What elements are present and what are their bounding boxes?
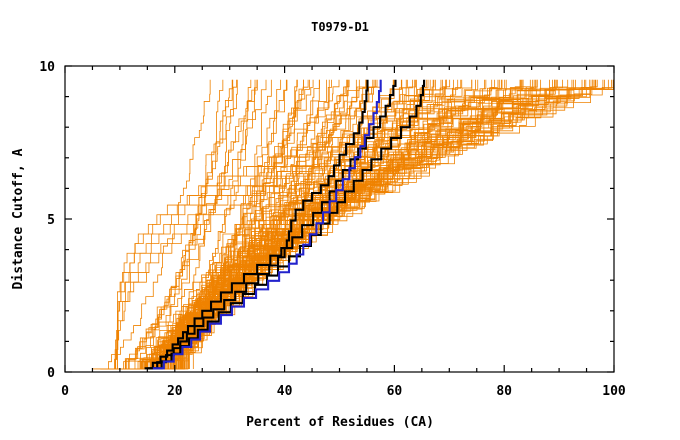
x-tick-label: 40	[277, 384, 293, 399]
x-axis-label: Percent of Residues (CA)	[246, 415, 434, 430]
y-tick-label: 0	[47, 366, 55, 381]
series-line-predictor	[110, 79, 252, 370]
series-line-predictor	[173, 79, 524, 369]
series-line-blue-1	[152, 79, 382, 370]
series-line-predictor	[176, 79, 605, 370]
axis-ticks	[64, 65, 615, 373]
series-group-reference-model	[152, 79, 382, 370]
series-line-predictor-outlier	[117, 79, 614, 369]
series-line-predictor	[121, 79, 298, 370]
y-tick-label: 10	[39, 60, 55, 75]
x-axis-tick-labels: 0 20 40 60 80 100	[61, 384, 626, 399]
series-line-black-2	[147, 79, 397, 370]
y-axis-tick-labels: 0 5 10	[39, 60, 55, 381]
chart-title: T0979-D1	[311, 20, 369, 34]
x-tick-label: 80	[496, 384, 512, 399]
x-tick-label: 100	[602, 384, 626, 399]
series-line-predictor	[92, 79, 211, 370]
series-line-predictor	[158, 79, 462, 370]
y-tick-label: 5	[47, 213, 55, 228]
y-axis-label: Distance Cutoff, A	[11, 148, 26, 289]
series-line-predictor	[140, 79, 375, 369]
series-line-predictor	[118, 79, 267, 370]
x-tick-label: 0	[61, 384, 69, 399]
series-line-predictor	[110, 79, 234, 370]
series-line-predictor	[108, 79, 237, 370]
x-tick-label: 20	[167, 384, 183, 399]
x-tick-label: 60	[387, 384, 403, 399]
